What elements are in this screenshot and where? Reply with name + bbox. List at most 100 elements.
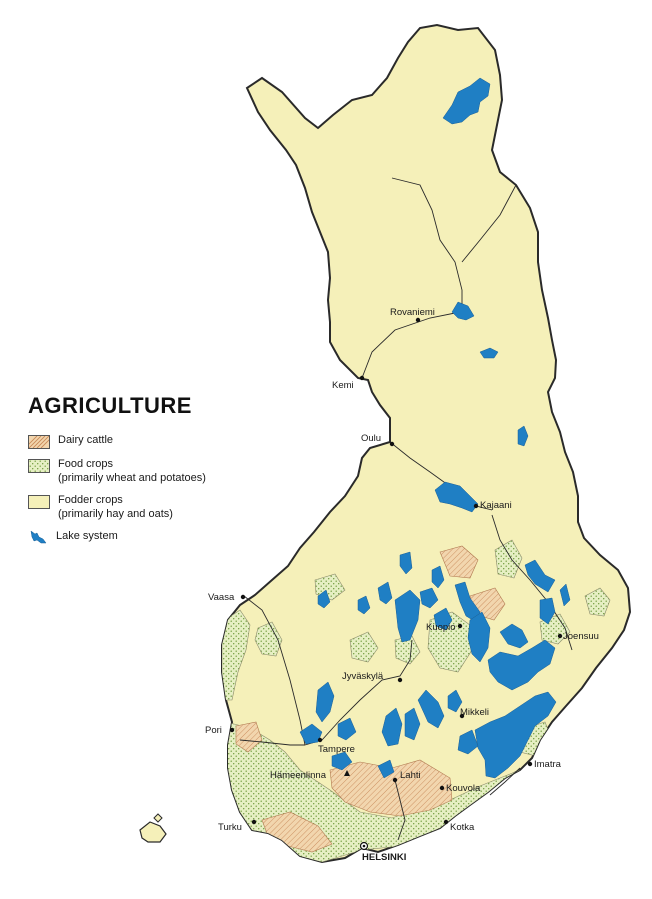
lake-e2 (539, 597, 556, 625)
river-central (304, 639, 413, 746)
lake-saimaa-n (487, 639, 556, 691)
food-crops-mid-a (494, 539, 523, 579)
city-label-kuopio: Kuopio (426, 622, 456, 633)
legend-sub-food: (primarily wheat and potatoes) (58, 472, 206, 484)
fodder-swatch-icon (28, 495, 50, 509)
city-label-kotka: Kotka (450, 822, 475, 833)
lake-kuopio-b (394, 589, 421, 643)
aland-islet (153, 813, 163, 823)
lake-paijanne (417, 689, 445, 729)
city-marker-pori (229, 727, 235, 733)
lake-saimaa-s (474, 691, 557, 779)
legend-item-dairy: Dairy cattle (28, 433, 288, 449)
lake-inari (442, 77, 491, 125)
lake-e1 (524, 559, 556, 593)
legend-item-food: Food crops (primarily wheat and potatoes… (28, 457, 288, 485)
lake-north-small (479, 347, 499, 359)
lake-s2 (377, 759, 395, 779)
lake-kallavesi (467, 611, 491, 663)
river-vaasa (243, 595, 306, 746)
lake-kuopio-c (419, 587, 439, 609)
food-crops-mid-b (349, 631, 379, 663)
lake-east-small (517, 425, 529, 447)
legend-label-dairy: Dairy cattle (58, 434, 114, 446)
river-north-a (391, 177, 463, 312)
lake-c2 (447, 689, 463, 713)
city-label-lahti: Lahti (400, 770, 421, 781)
food-crops-east (584, 587, 611, 617)
city-marker-oulu (389, 441, 395, 447)
aland-island (139, 821, 167, 843)
city-label-imatra: Imatra (534, 759, 562, 770)
city-marker-hameenlinna (344, 770, 350, 776)
lake-kuopio-a (377, 581, 393, 605)
city-label-tampere: Tampere (318, 744, 355, 755)
legend: AGRICULTURE Dairy cattle Food crops (pri… (28, 393, 288, 553)
lake-rovaniemi (451, 301, 475, 321)
city-marker-mikkeli (459, 713, 465, 719)
lake-tampere-c (317, 589, 331, 609)
river-north-b (461, 184, 517, 263)
lake-n1 (399, 551, 413, 575)
legend-label-fodder: Fodder crops (58, 494, 123, 506)
cities: Rovaniemi Kemi Oulu Kajaani Vaasa Kuopio… (205, 307, 599, 863)
lake-paijanne-b (404, 707, 421, 741)
city-marker-kotka (443, 819, 449, 825)
lake-n2 (431, 565, 445, 589)
food-crops-pori-inland (254, 621, 283, 657)
city-marker-vaasa (240, 594, 246, 600)
lake-kuopio-d (433, 607, 453, 631)
city-marker-imatra (527, 761, 533, 767)
dairy-west (235, 721, 263, 753)
city-marker-kuopio (457, 623, 463, 629)
city-label-pori: Pori (205, 725, 222, 736)
city-marker-jyvaskyla (397, 677, 403, 683)
dairy-swatch-icon (28, 435, 50, 449)
city-label-hameenlinna: Hämeenlinna (270, 770, 327, 781)
map-title: AGRICULTURE (28, 393, 192, 418)
lake-swatch-icon (30, 530, 47, 544)
lake-c1 (381, 707, 403, 747)
city-label-kouvola: Kouvola (446, 783, 481, 794)
river-south (239, 739, 305, 746)
city-label-kemi: Kemi (332, 380, 354, 391)
city-marker-joensuu (557, 633, 563, 639)
city-marker-lahti (392, 777, 398, 783)
lake-s1 (331, 751, 353, 771)
legend-label-lake: Lake system (56, 530, 118, 542)
lake-c3 (457, 729, 479, 755)
city-label-oulu: Oulu (361, 433, 381, 444)
river-imatra (489, 767, 521, 796)
river-east (491, 514, 573, 651)
legend-item-lake: Lake system (28, 529, 288, 545)
city-marker-kemi (359, 375, 365, 381)
lake-pielinen (499, 623, 529, 649)
dairy-north-a (439, 545, 479, 579)
city-label-turku: Turku (218, 822, 242, 833)
city-label-jyvaskyla: Jyväskylä (342, 671, 384, 682)
lake-kuopio-e (357, 595, 371, 615)
legend-sub-fodder: (primarily hay and oats) (58, 508, 173, 520)
city-label-mikkeli: Mikkeli (460, 707, 489, 718)
lake-tampere-a (299, 723, 323, 745)
lake-e3 (559, 583, 571, 607)
city-label-vaasa: Vaasa (208, 592, 235, 603)
lake-jyvaskyla (315, 681, 335, 723)
legend-label-food: Food crops (58, 458, 114, 470)
lake-oulujarvi (434, 481, 479, 513)
lakes (299, 77, 571, 779)
river-lahti (394, 779, 406, 841)
legend-item-fodder: Fodder crops (primarily hay and oats) (28, 493, 288, 521)
city-marker-kajaani (473, 503, 479, 509)
city-marker-helsinki-dot (362, 844, 366, 848)
city-marker-turku (251, 819, 257, 825)
food-swatch-icon (28, 459, 50, 473)
city-marker-kouvola (439, 785, 445, 791)
city-marker-rovaniemi (415, 317, 421, 323)
city-label-joensuu: Joensuu (563, 631, 599, 642)
city-label-helsinki: HELSINKI (362, 852, 406, 863)
lake-tampere-b (337, 717, 357, 741)
city-marker-tampere (317, 737, 323, 743)
